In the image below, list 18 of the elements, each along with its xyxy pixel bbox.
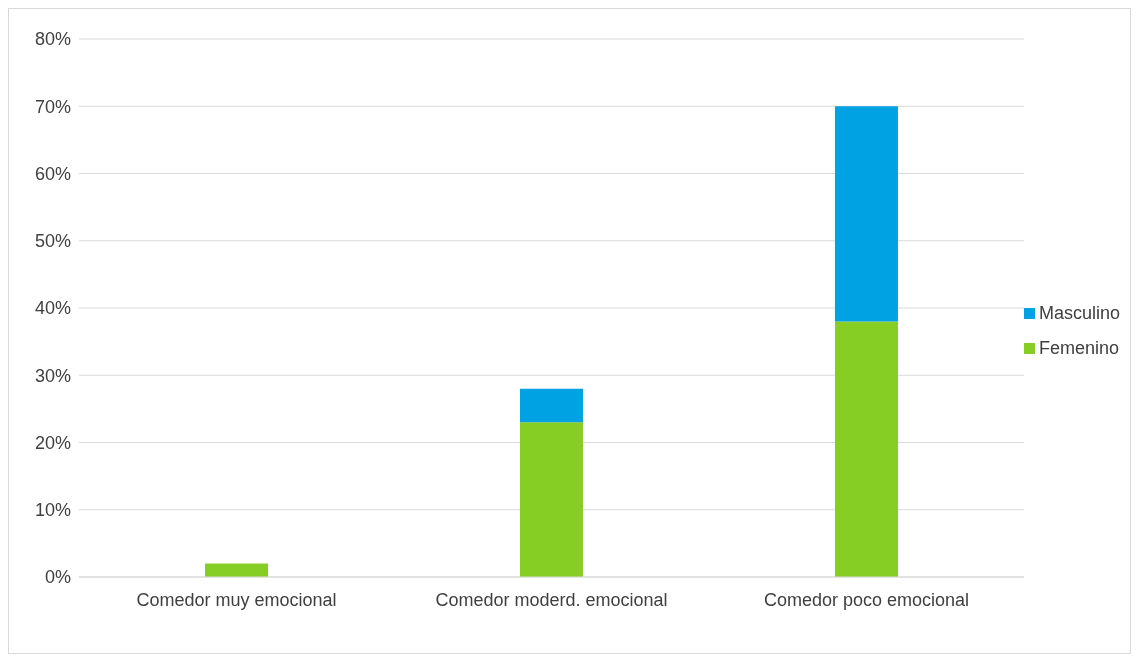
y-tick-label: 80% [34,29,71,50]
y-tick-label: 30% [34,365,71,386]
bar [834,321,898,577]
bar [834,106,898,322]
legend-label: Masculino [1038,303,1120,324]
y-tick-label: 70% [34,96,71,117]
y-tick-label: 10% [34,500,71,521]
bar [519,422,583,577]
y-tick-label: 0% [44,567,71,588]
y-tick-label: 50% [34,231,71,252]
y-tick-label: 20% [34,432,71,453]
y-tick-label: 40% [34,298,71,319]
x-tick-label: Comedor poco emocional [763,589,970,610]
bar [519,388,583,423]
legend-label: Femenino [1038,338,1119,359]
x-tick-label: Comedor moderd. emocional [435,589,668,610]
y-tick-label: 60% [34,163,71,184]
x-tick-label: Comedor muy emocional [136,589,337,610]
